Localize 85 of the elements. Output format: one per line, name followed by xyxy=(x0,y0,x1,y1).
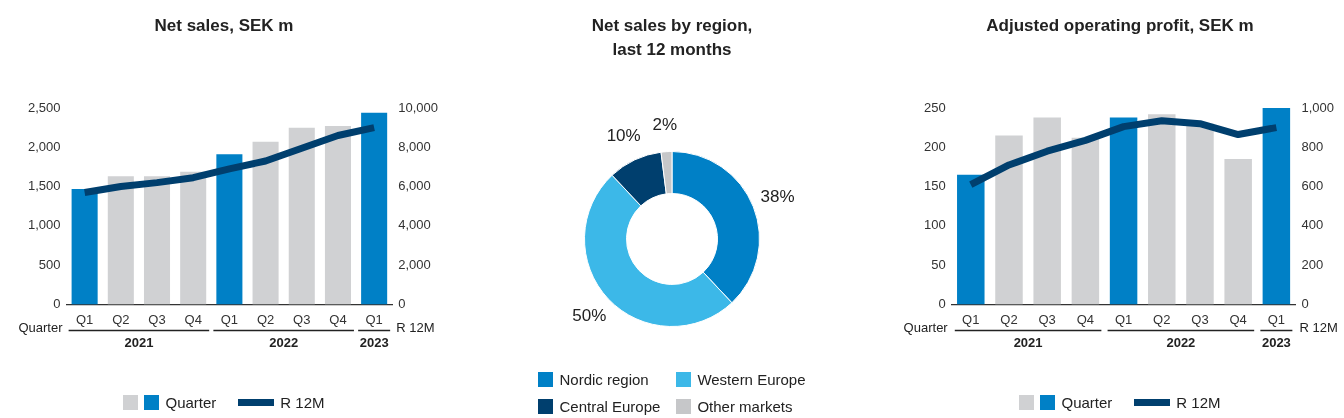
legend-label: R 12M xyxy=(1176,394,1221,411)
y-axis-title: Quarter xyxy=(18,319,64,335)
bar xyxy=(957,174,985,305)
y-tick-label: 1,500 xyxy=(27,178,61,194)
x-tick-label: Q4 xyxy=(329,311,347,327)
bar xyxy=(107,176,134,305)
y2-axis-title: R 12M xyxy=(1299,319,1338,335)
bar xyxy=(1224,159,1252,305)
data-label: 2% xyxy=(652,115,678,135)
y-tick-label: 0 xyxy=(938,295,946,311)
bar xyxy=(1148,114,1176,305)
legend-label: Quarter xyxy=(1061,394,1113,411)
bar xyxy=(216,154,243,305)
bar xyxy=(71,188,98,305)
y-tick-label: 150 xyxy=(923,178,946,194)
legend-label: Nordic region xyxy=(559,371,649,388)
y2-tick-label: 6,000 xyxy=(398,178,431,194)
y2-tick-label: 800 xyxy=(1301,138,1324,154)
x-tick-label: Q1 xyxy=(962,311,980,327)
y2-tick-label: 2,000 xyxy=(398,256,431,272)
x-tick-label: Q2 xyxy=(1153,311,1171,327)
y2-tick-label: 0 xyxy=(1301,295,1309,311)
x-tick-label: Q3 xyxy=(1038,311,1056,327)
y2-tick-label: 10,000 xyxy=(398,99,438,115)
y-tick-label: 2,000 xyxy=(27,138,61,154)
x-tick-label: Q4 xyxy=(1076,311,1095,327)
y-tick-label: 2,500 xyxy=(27,99,61,115)
y2-tick-label: 4,000 xyxy=(398,217,431,233)
x-tick-label: Q2 xyxy=(112,311,130,327)
legend-label: R 12M xyxy=(280,394,325,411)
bar xyxy=(252,141,279,305)
data-label: 38% xyxy=(760,186,795,206)
y2-tick-label: 1,000 xyxy=(1301,99,1335,115)
bar xyxy=(1071,137,1100,305)
y2-tick-label: 8,000 xyxy=(398,138,431,154)
bar xyxy=(1109,117,1138,305)
y-tick-label: 100 xyxy=(923,217,946,233)
x-tick-label: Q4 xyxy=(1229,311,1247,327)
text: 2023 xyxy=(1261,334,1291,350)
x-tick-label: Q4 xyxy=(184,311,202,327)
bar xyxy=(361,112,388,305)
y2-tick-label: 0 xyxy=(398,295,406,311)
bar xyxy=(1186,123,1214,305)
y-tick-label: 500 xyxy=(38,256,61,272)
chart-title: Net sales, SEK m xyxy=(154,15,294,37)
text: 2022 xyxy=(269,334,299,350)
text: 2023 xyxy=(359,334,389,350)
y-axis-title: Quarter xyxy=(903,319,949,335)
chart-title: Net sales by region, last 12 months xyxy=(590,15,754,61)
chart-title: Adjusted operating profit, SEK m xyxy=(986,15,1254,37)
legend-label: Central Europe xyxy=(559,398,661,415)
x-tick-label: Q3 xyxy=(148,311,166,327)
text: 2021 xyxy=(1013,334,1043,350)
x-tick-label: Q2 xyxy=(1000,311,1018,327)
bar xyxy=(324,126,351,305)
bar xyxy=(180,171,207,305)
y2-tick-label: 200 xyxy=(1301,256,1324,272)
x-tick-label: Q1 xyxy=(220,311,239,327)
x-tick-label: Q2 xyxy=(256,311,275,327)
bar xyxy=(1262,108,1291,305)
legend-label: Western Europe xyxy=(697,371,806,388)
bar xyxy=(1033,117,1061,305)
text: 2021 xyxy=(124,334,154,350)
y-tick-label: 1,000 xyxy=(27,217,61,233)
y2-tick-label: 600 xyxy=(1301,178,1324,194)
y-tick-label: 250 xyxy=(923,99,946,115)
x-tick-label: Q3 xyxy=(1191,311,1209,327)
bar xyxy=(288,127,315,305)
x-tick-label: Q1 xyxy=(365,311,383,327)
text: 2022 xyxy=(1166,334,1196,350)
x-tick-label: Q1 xyxy=(1267,311,1286,327)
legend-label: Other markets xyxy=(697,398,793,415)
bar xyxy=(143,176,171,305)
data-label: 50% xyxy=(572,306,607,326)
x-tick-label: Q1 xyxy=(75,311,94,327)
legend-label: Quarter xyxy=(165,394,217,411)
y-tick-label: 50 xyxy=(931,256,946,272)
x-tick-label: Q1 xyxy=(1114,311,1133,327)
data-label: 10% xyxy=(606,125,641,145)
y2-tick-label: 400 xyxy=(1301,217,1324,233)
y-tick-label: 0 xyxy=(53,295,61,311)
y2-axis-title: R 12M xyxy=(396,319,435,335)
y-tick-label: 200 xyxy=(923,138,946,154)
x-tick-label: Q3 xyxy=(293,311,311,327)
bar xyxy=(995,135,1023,305)
